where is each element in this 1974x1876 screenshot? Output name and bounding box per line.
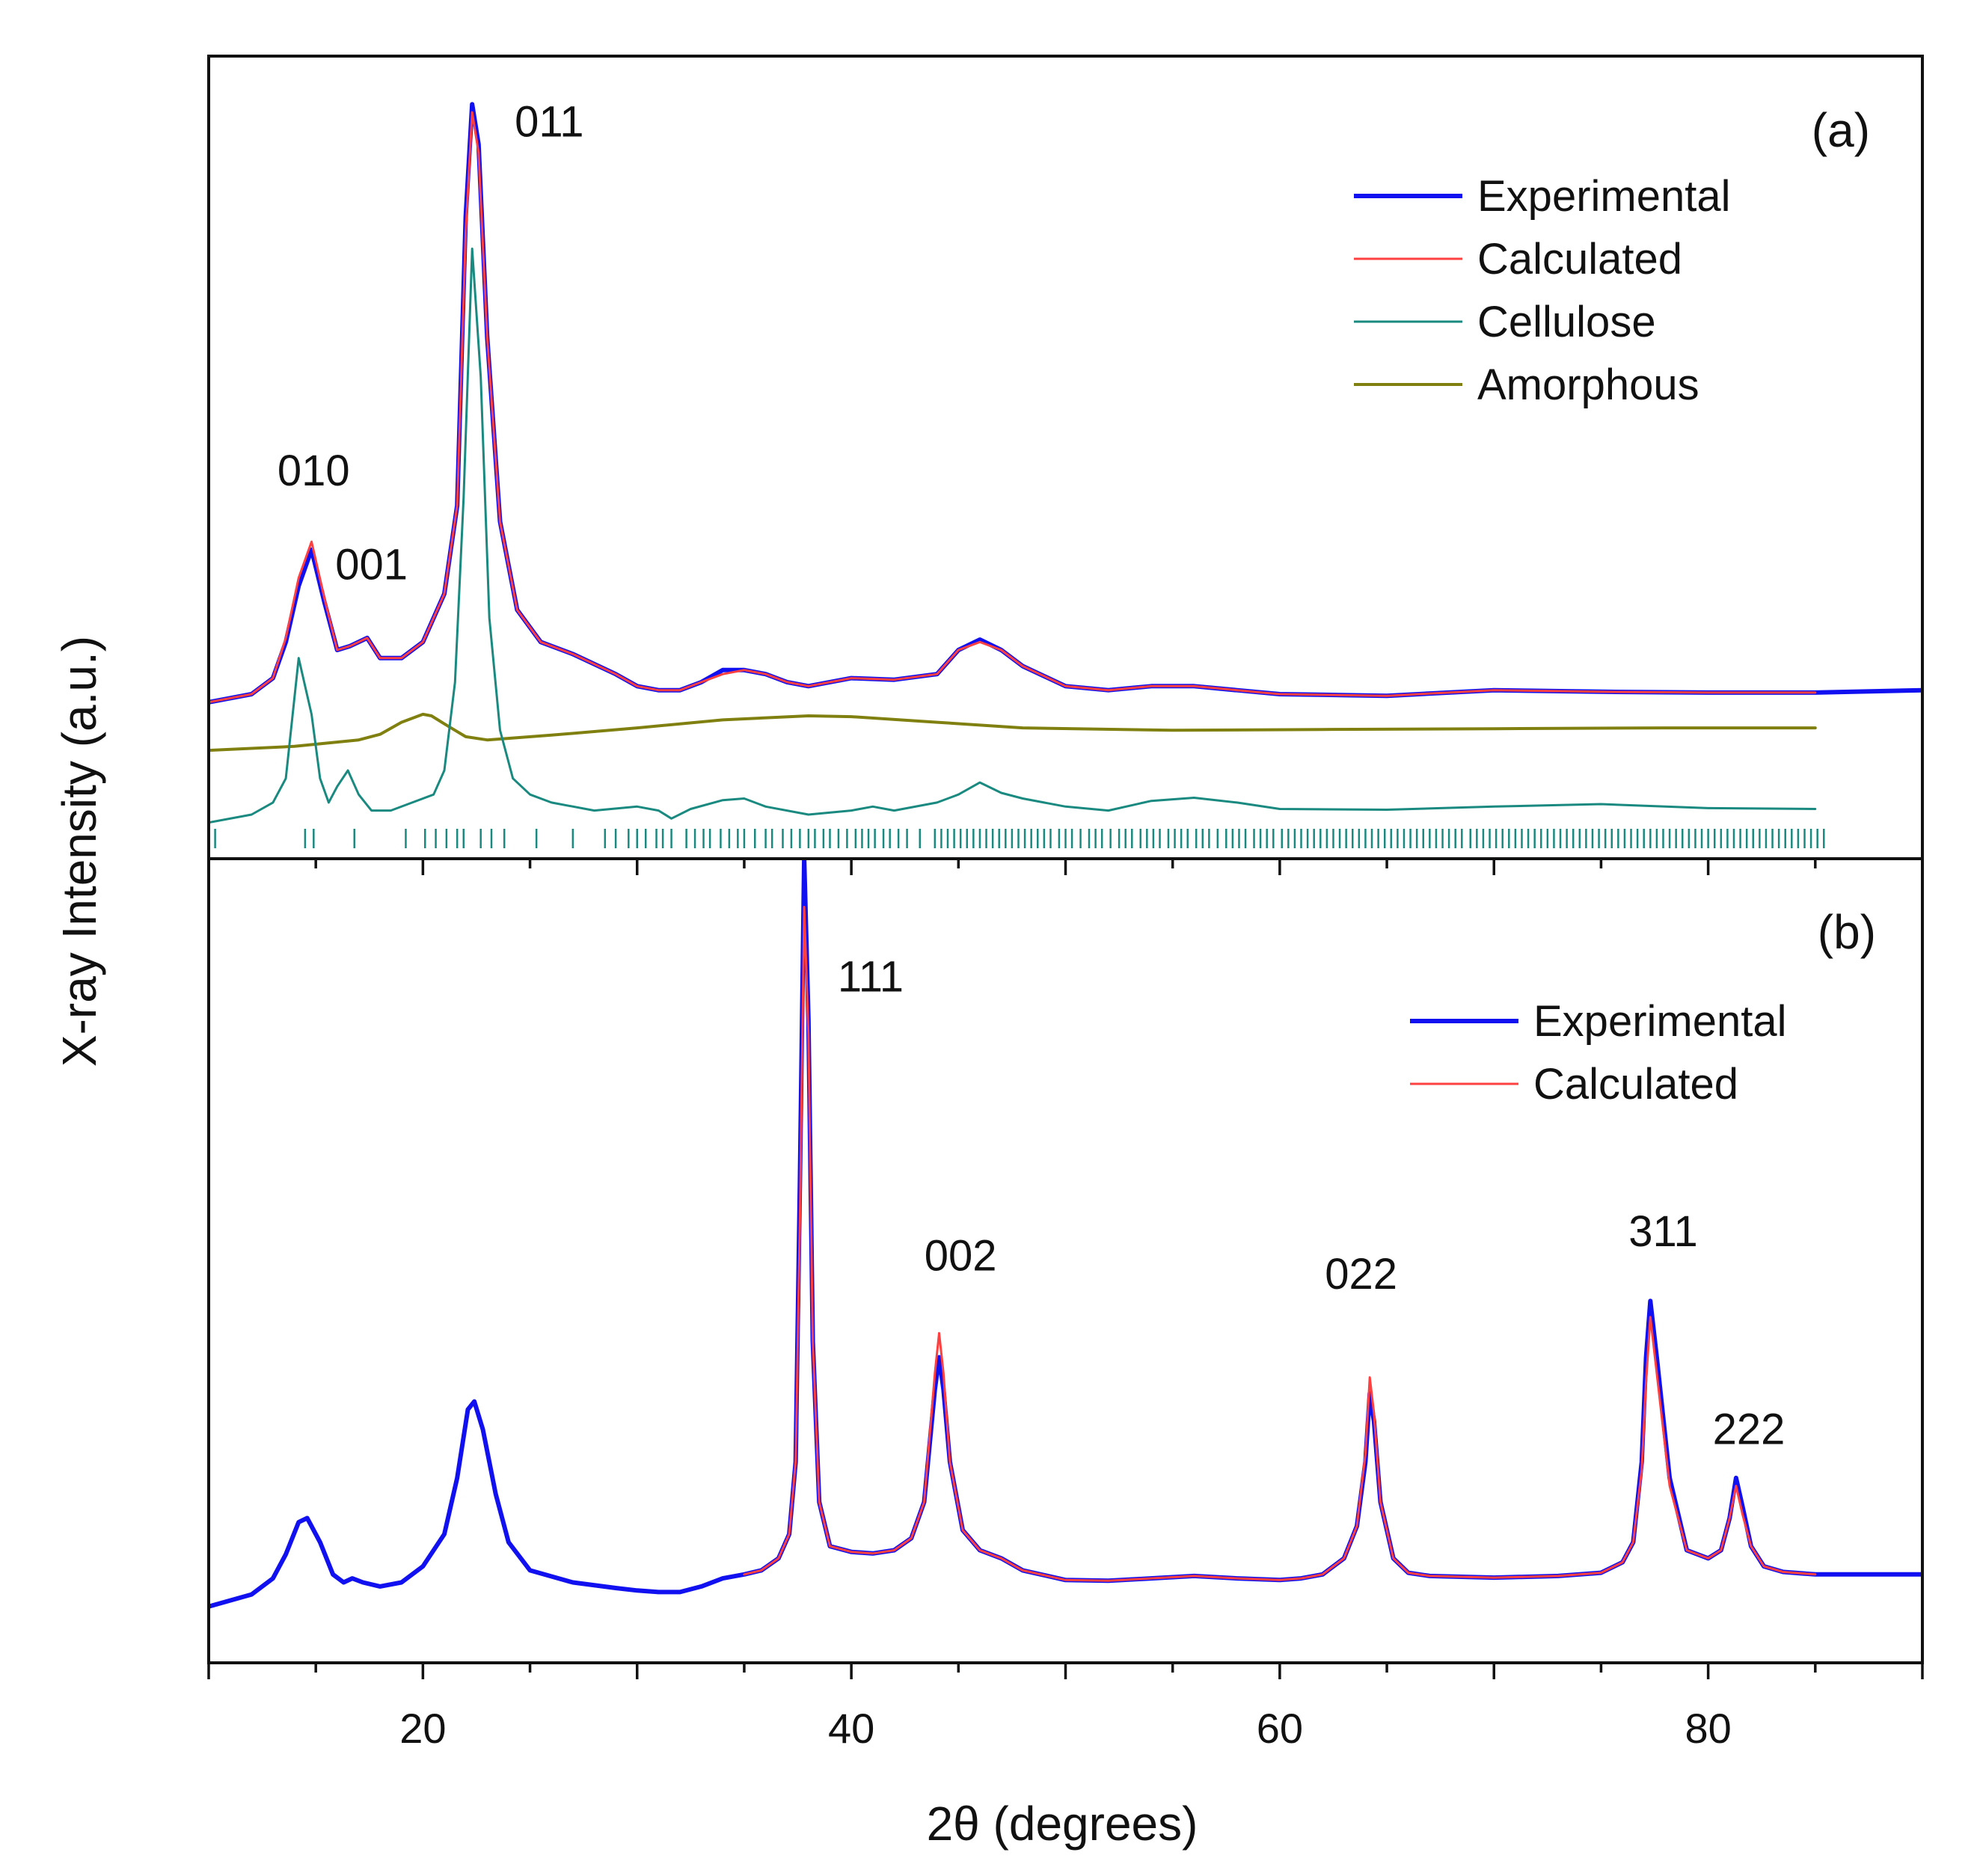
peak-label-010: 010 bbox=[278, 447, 350, 495]
peak-label-001: 001 bbox=[335, 541, 408, 589]
x-axis-label: 2θ (degrees) bbox=[927, 1797, 1198, 1851]
legend-label-experimental: Experimental bbox=[1533, 997, 1786, 1046]
panel-b-series-group bbox=[209, 859, 1922, 1609]
panel-a-label: (a) bbox=[1812, 103, 1870, 157]
panel-b-label: (b) bbox=[1818, 905, 1876, 959]
legend-label-calculated: Calculated bbox=[1477, 235, 1682, 283]
series-calculated-line bbox=[209, 111, 1817, 704]
panel-a-legend: Experimental Calculated Cellulose Amorphous bbox=[1354, 172, 1730, 409]
panel-a-annotations: 010 001 011 bbox=[278, 97, 584, 589]
y-axis-label: X-ray Intensity (a.u.) bbox=[52, 636, 106, 1067]
x-tick-label-60: 60 bbox=[1257, 1705, 1303, 1752]
series-amorphous-line bbox=[209, 712, 1817, 752]
series-cellulose-line bbox=[209, 248, 1817, 824]
x-ticks: 20 40 60 80 bbox=[207, 859, 1924, 1752]
panel-a-plot bbox=[209, 102, 1922, 848]
peak-label-311: 311 bbox=[1628, 1207, 1697, 1256]
peak-label-011: 011 bbox=[515, 97, 583, 146]
legend-label-amorphous: Amorphous bbox=[1477, 361, 1699, 409]
peak-label-022: 022 bbox=[1325, 1250, 1397, 1299]
panel-a: (a) 010 001 011 Experimental Calculated Cell… bbox=[209, 97, 1922, 848]
panel-b-annotations: 111 002 022 311 222 bbox=[838, 952, 1786, 1453]
series-experimental-line bbox=[209, 859, 1922, 1609]
legend-label-cellulose: Cellulose bbox=[1477, 298, 1656, 346]
panel-b-legend: Experimental Calculated bbox=[1410, 997, 1786, 1109]
x-tick-label-20: 20 bbox=[399, 1705, 446, 1752]
panel-a-series-group bbox=[209, 102, 1922, 824]
x-tick-label-40: 40 bbox=[828, 1705, 874, 1752]
x-tick-label-80: 80 bbox=[1685, 1705, 1731, 1752]
peak-label-002: 002 bbox=[925, 1231, 997, 1280]
panel-b: (b) 111 002 022 311 222 Experimental Calculat… bbox=[209, 859, 1922, 1609]
legend-label-calculated: Calculated bbox=[1533, 1060, 1738, 1109]
peak-label-111: 111 bbox=[838, 952, 904, 1001]
legend-label-experimental: Experimental bbox=[1477, 172, 1730, 221]
series-calculated-line bbox=[743, 906, 1817, 1582]
panel-b-plot bbox=[209, 859, 1922, 1609]
peak-label-222: 222 bbox=[1713, 1406, 1786, 1454]
